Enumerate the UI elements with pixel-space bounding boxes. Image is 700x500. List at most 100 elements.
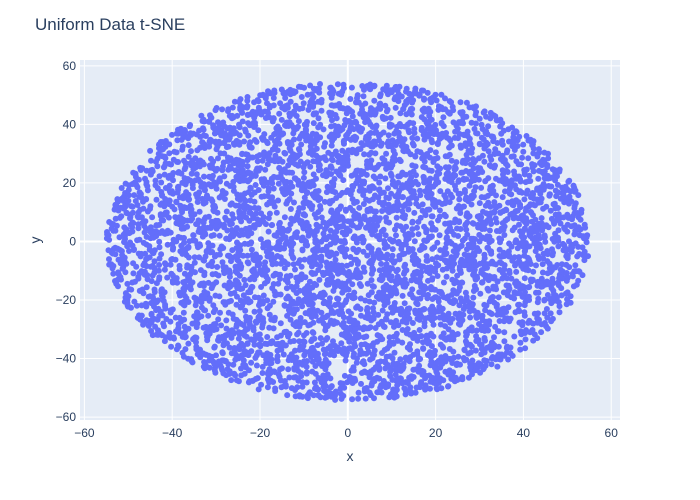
data-point <box>143 303 150 310</box>
data-point <box>527 136 534 143</box>
data-point <box>122 180 129 187</box>
data-point <box>255 386 262 393</box>
data-point <box>340 392 347 399</box>
data-point <box>493 219 500 226</box>
data-point <box>410 351 417 358</box>
data-point <box>376 199 383 206</box>
data-point <box>428 286 435 293</box>
data-point <box>239 203 246 210</box>
data-point <box>312 270 319 277</box>
data-point <box>335 123 342 130</box>
data-point <box>129 279 136 286</box>
data-point <box>195 244 201 251</box>
data-point <box>353 359 360 366</box>
data-point <box>483 302 490 309</box>
data-point <box>215 316 222 323</box>
data-point <box>149 166 156 173</box>
data-point <box>248 239 255 246</box>
data-point <box>313 384 319 390</box>
data-point <box>178 136 185 143</box>
data-point <box>132 181 139 188</box>
data-point <box>278 116 285 123</box>
data-point <box>274 358 281 365</box>
data-point <box>473 248 480 254</box>
data-point <box>214 264 221 270</box>
data-point <box>385 138 392 145</box>
data-point <box>337 223 344 230</box>
data-point <box>340 177 347 184</box>
data-point <box>426 233 433 240</box>
data-point <box>457 190 464 197</box>
data-point <box>394 375 401 382</box>
data-point <box>349 113 356 120</box>
data-point <box>307 82 314 89</box>
data-point <box>321 198 328 205</box>
data-point <box>269 261 276 268</box>
data-point <box>301 256 308 263</box>
data-point <box>530 212 536 219</box>
data-point <box>200 116 207 123</box>
data-point <box>181 302 188 309</box>
data-point <box>441 257 448 264</box>
data-point <box>554 181 561 188</box>
data-point <box>158 189 165 195</box>
data-point <box>251 308 258 315</box>
data-point <box>242 362 249 369</box>
data-point <box>121 224 128 231</box>
data-point <box>516 290 523 297</box>
data-point <box>358 283 364 289</box>
data-point <box>540 186 547 193</box>
data-point <box>318 107 325 114</box>
data-point <box>185 244 192 251</box>
data-point <box>383 282 390 288</box>
data-point <box>530 145 537 152</box>
data-point <box>334 81 341 88</box>
data-point <box>266 210 273 217</box>
data-point <box>132 173 139 180</box>
data-point <box>541 297 548 304</box>
data-point <box>423 119 430 126</box>
data-point <box>368 381 375 388</box>
data-point <box>292 323 299 330</box>
data-point <box>487 310 494 317</box>
data-point <box>575 243 582 250</box>
data-point <box>290 217 297 224</box>
data-point <box>224 227 231 234</box>
data-point <box>329 138 336 144</box>
data-point <box>169 131 175 138</box>
data-point <box>208 232 215 239</box>
data-point <box>236 251 243 258</box>
data-point <box>445 135 452 142</box>
data-point <box>285 333 291 339</box>
data-point <box>472 112 479 119</box>
data-point <box>342 280 349 287</box>
data-point <box>454 246 461 253</box>
data-point <box>506 318 513 325</box>
data-point <box>517 178 524 185</box>
data-point <box>411 209 418 216</box>
data-point <box>495 328 502 335</box>
data-point <box>372 150 379 157</box>
data-point <box>360 114 367 121</box>
data-point <box>266 311 273 318</box>
data-point <box>310 330 317 336</box>
data-point <box>317 81 323 87</box>
data-point <box>479 126 486 132</box>
data-point <box>264 384 271 391</box>
data-point <box>504 275 510 282</box>
data-point <box>137 287 144 294</box>
data-point <box>519 322 526 329</box>
data-point <box>387 114 394 121</box>
data-point <box>154 163 161 170</box>
data-point <box>106 256 112 263</box>
data-point <box>329 86 336 93</box>
data-point <box>485 175 492 182</box>
data-point <box>340 138 347 145</box>
data-point <box>287 316 294 323</box>
data-point <box>521 171 528 178</box>
data-point <box>445 383 452 390</box>
data-point <box>213 352 219 359</box>
data-point <box>333 228 340 235</box>
data-point <box>522 336 529 343</box>
data-point <box>119 265 126 272</box>
